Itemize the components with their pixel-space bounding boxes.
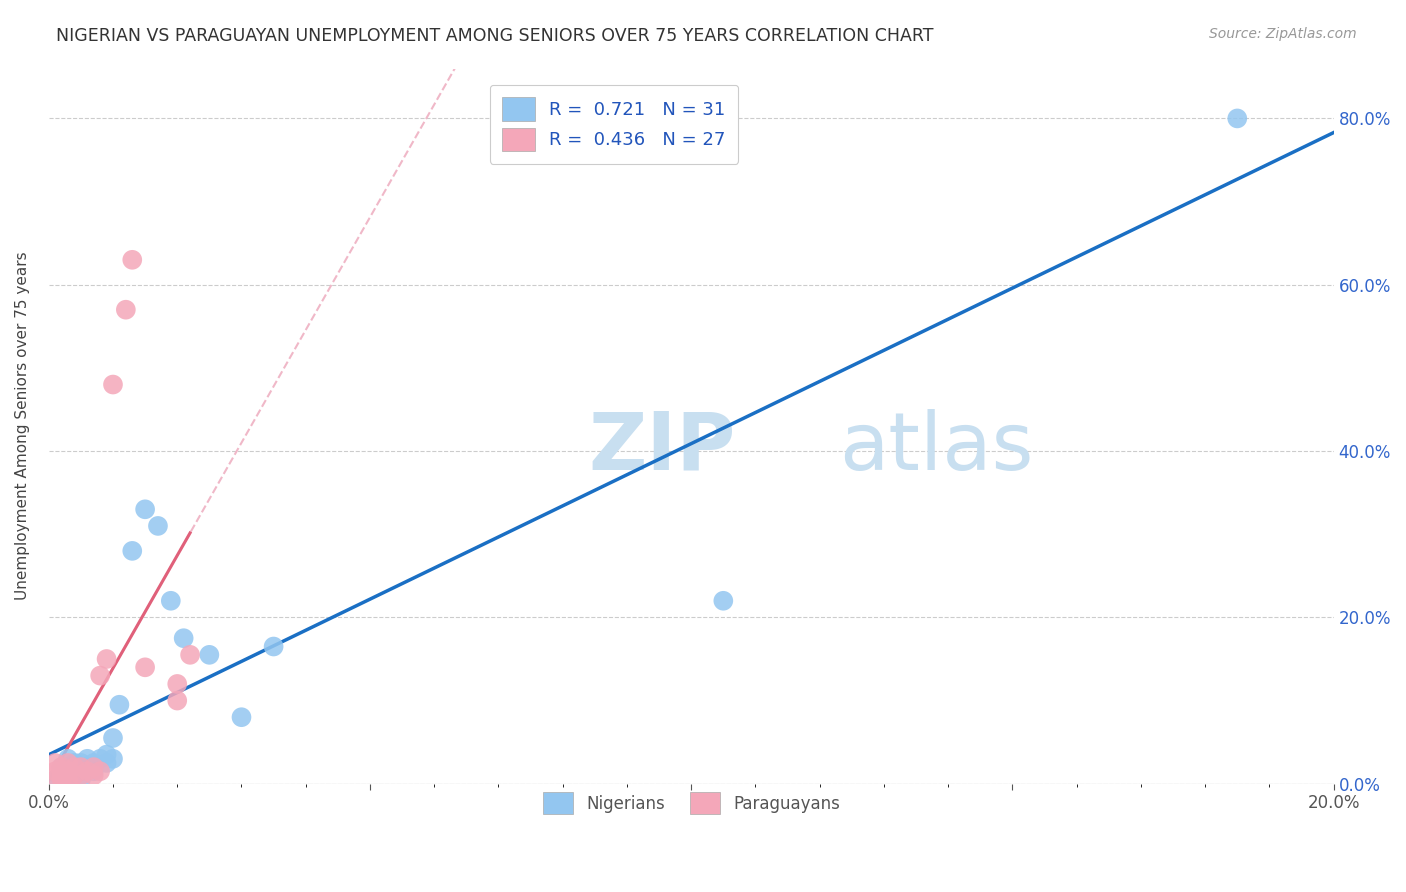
Point	[63, 768, 86, 782]
Text: atlas: atlas	[839, 409, 1033, 486]
Point	[44, 764, 66, 779]
Point	[83, 756, 105, 770]
Point	[96, 756, 118, 770]
Point	[51, 768, 73, 782]
Text: NIGERIAN VS PARAGUAYAN UNEMPLOYMENT AMONG SENIORS OVER 75 YEARS CORRELATION CHAR: NIGERIAN VS PARAGUAYAN UNEMPLOYMENT AMON…	[56, 27, 934, 45]
Point	[70, 756, 93, 770]
Point	[44, 772, 66, 787]
Point	[101, 377, 124, 392]
Point	[51, 764, 73, 779]
Point	[166, 677, 188, 691]
Point	[70, 772, 93, 787]
Point	[83, 760, 105, 774]
Point	[51, 760, 73, 774]
Point	[96, 652, 118, 666]
Point	[56, 764, 79, 779]
Text: Source: ZipAtlas.com: Source: ZipAtlas.com	[1209, 27, 1357, 41]
Point	[121, 544, 143, 558]
Point	[76, 752, 98, 766]
Point	[263, 640, 285, 654]
Point	[56, 768, 79, 782]
Point	[56, 756, 79, 770]
Point	[56, 760, 79, 774]
Point	[83, 764, 105, 779]
Point	[146, 519, 169, 533]
Point	[89, 668, 111, 682]
Point	[711, 594, 734, 608]
Point	[63, 756, 86, 770]
Text: ZIP: ZIP	[588, 409, 735, 486]
Point	[101, 752, 124, 766]
Point	[134, 660, 156, 674]
Point	[134, 502, 156, 516]
Point	[159, 594, 181, 608]
Point	[63, 760, 86, 774]
Point	[89, 764, 111, 779]
Point	[70, 760, 93, 774]
Point	[63, 768, 86, 782]
Point	[70, 764, 93, 779]
Point	[56, 772, 79, 787]
Point	[44, 756, 66, 770]
Point	[56, 752, 79, 766]
Point	[44, 772, 66, 787]
Point	[51, 772, 73, 787]
Point	[173, 631, 195, 645]
Point	[51, 760, 73, 774]
Point	[231, 710, 253, 724]
Point	[108, 698, 131, 712]
Point	[83, 768, 105, 782]
Point	[51, 768, 73, 782]
Point	[70, 768, 93, 782]
Point	[121, 252, 143, 267]
Point	[101, 731, 124, 745]
Point	[115, 302, 138, 317]
Point	[89, 752, 111, 766]
Point	[76, 760, 98, 774]
Y-axis label: Unemployment Among Seniors over 75 years: Unemployment Among Seniors over 75 years	[15, 252, 30, 600]
Point	[96, 747, 118, 762]
Legend: Nigerians, Paraguayans: Nigerians, Paraguayans	[531, 780, 852, 825]
Point	[179, 648, 201, 662]
Point	[76, 764, 98, 779]
Point	[198, 648, 221, 662]
Point	[166, 693, 188, 707]
Point	[1226, 112, 1249, 126]
